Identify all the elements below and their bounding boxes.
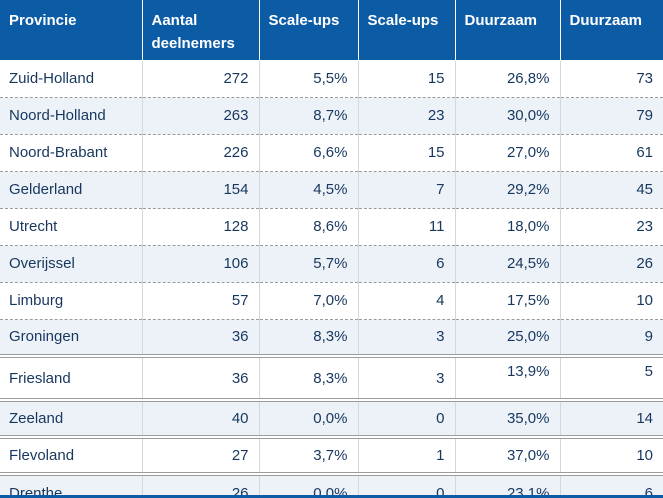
column-header-scaleups-pct: Scale-ups: [259, 0, 359, 61]
cell-duurzaam-count: 61: [560, 133, 663, 171]
cell-province: Zuid-Holland: [0, 59, 143, 97]
table-row-flevoland: Flevoland 27 3,7% 1 37,0% 10: [0, 435, 663, 474]
cell-duurzaam-count: 9: [560, 318, 663, 356]
cell-aantal: 57: [142, 281, 260, 319]
cell-duurzaam-count: 14: [560, 398, 663, 437]
cell-aantal: 36: [142, 354, 260, 400]
column-header-provincie: Provincie: [0, 0, 143, 61]
cell-duurzaam-count: 45: [560, 170, 663, 208]
column-header-aantal-deelnemers: Aantal deelnemers: [142, 0, 260, 61]
cell-duurzaam-pct: 23,1%: [455, 472, 561, 498]
cell-duurzaam-pct: 24,5%: [455, 244, 561, 282]
cell-province: Flevoland: [0, 435, 143, 474]
cell-scaleups-pct: 8,3%: [259, 354, 359, 400]
cell-scaleups-count: 15: [358, 59, 456, 97]
cell-aantal: 27: [142, 435, 260, 474]
table-row-zeeland: Zeeland 40 0,0% 0 35,0% 14: [0, 398, 663, 437]
cell-duurzaam-count: 6: [560, 472, 663, 498]
cell-duurzaam-pct: 35,0%: [455, 398, 561, 437]
cell-scaleups-pct: 7,0%: [259, 281, 359, 319]
cell-province: Overijssel: [0, 244, 143, 282]
cell-aantal: 106: [142, 244, 260, 282]
cell-scaleups-count: 1: [358, 435, 456, 474]
cell-scaleups-count: 23: [358, 96, 456, 134]
cell-duurzaam-pct: 29,2%: [455, 170, 561, 208]
table-row-overijssel: Overijssel 106 5,7% 6 24,5% 26: [0, 244, 663, 282]
table-row-groningen: Groningen 36 8,3% 3 25,0% 9: [0, 318, 663, 356]
next-section-top-edge: [0, 495, 663, 498]
cell-province: Noord-Brabant: [0, 133, 143, 171]
cell-aantal: 26: [142, 472, 260, 498]
column-header-scaleups-count: Scale-ups: [358, 0, 456, 61]
cell-province: Friesland: [0, 354, 143, 400]
header-row: Provincie Aantal deelnemers Scale-ups Sc…: [0, 0, 663, 61]
table-row-friesland: Friesland 36 8,3% 3 13,9% 5: [0, 354, 663, 400]
cell-duurzaam-pct: 27,0%: [455, 133, 561, 171]
column-header-duurzaam-pct: Duurzaam: [455, 0, 561, 61]
cell-aantal: 154: [142, 170, 260, 208]
cell-scaleups-pct: 4,5%: [259, 170, 359, 208]
cell-scaleups-pct: 3,7%: [259, 435, 359, 474]
cell-scaleups-count: 7: [358, 170, 456, 208]
cell-duurzaam-count: 23: [560, 207, 663, 245]
cell-aantal: 263: [142, 96, 260, 134]
cell-duurzaam-count: 10: [560, 281, 663, 319]
cell-aantal: 36: [142, 318, 260, 356]
cell-duurzaam-pct: 18,0%: [455, 207, 561, 245]
cell-scaleups-count: 6: [358, 244, 456, 282]
cell-duurzaam-count: 26: [560, 244, 663, 282]
cell-scaleups-count: 0: [358, 398, 456, 437]
table-row-utrecht: Utrecht 128 8,6% 11 18,0% 23: [0, 207, 663, 245]
column-header-duurzaam-count: Duurzaam: [560, 0, 663, 61]
cell-province: Zeeland: [0, 398, 143, 437]
table-row-drenthe: Drenthe 26 0,0% 0 23,1% 6: [0, 472, 663, 498]
cell-scaleups-pct: 8,6%: [259, 207, 359, 245]
cell-scaleups-pct: 6,6%: [259, 133, 359, 171]
cell-scaleups-pct: 0,0%: [259, 472, 359, 498]
cell-province: Gelderland: [0, 170, 143, 208]
cell-province: Utrecht: [0, 207, 143, 245]
cell-scaleups-count: 4: [358, 281, 456, 319]
table-row-noord-holland: Noord-Holland 263 8,7% 23 30,0% 79: [0, 96, 663, 134]
cell-scaleups-count: 11: [358, 207, 456, 245]
cell-duurzaam-count: 73: [560, 59, 663, 97]
cell-duurzaam-pct: 37,0%: [455, 435, 561, 474]
cell-province: Groningen: [0, 318, 143, 356]
cell-scaleups-pct: 8,3%: [259, 318, 359, 356]
cell-duurzaam-pct: 26,8%: [455, 59, 561, 97]
cell-scaleups-count: 15: [358, 133, 456, 171]
cell-scaleups-count: 3: [358, 354, 456, 400]
cell-aantal: 226: [142, 133, 260, 171]
cell-province: Drenthe: [0, 472, 143, 498]
table-row-zuid-holland: Zuid-Holland 272 5,5% 15 26,8% 73: [0, 59, 663, 97]
cell-duurzaam-pct: 30,0%: [455, 96, 561, 134]
cell-province: Limburg: [0, 281, 143, 319]
cell-duurzaam-pct: 25,0%: [455, 318, 561, 356]
cell-scaleups-pct: 8,7%: [259, 96, 359, 134]
cell-province: Noord-Holland: [0, 96, 143, 134]
cell-scaleups-count: 0: [358, 472, 456, 498]
cell-scaleups-pct: 5,5%: [259, 59, 359, 97]
cell-aantal: 272: [142, 59, 260, 97]
table-row-gelderland: Gelderland 154 4,5% 7 29,2% 45: [0, 170, 663, 208]
cell-duurzaam-count: 79: [560, 96, 663, 134]
cell-duurzaam-count: 10: [560, 435, 663, 474]
table-row-noord-brabant: Noord-Brabant 226 6,6% 15 27,0% 61: [0, 133, 663, 171]
cell-aantal: 40: [142, 398, 260, 437]
cell-duurzaam-count: 5: [560, 354, 663, 400]
cell-scaleups-count: 3: [358, 318, 456, 356]
cell-scaleups-pct: 5,7%: [259, 244, 359, 282]
table-row-limburg: Limburg 57 7,0% 4 17,5% 10: [0, 281, 663, 319]
cell-scaleups-pct: 0,0%: [259, 398, 359, 437]
cell-duurzaam-pct: 17,5%: [455, 281, 561, 319]
cell-duurzaam-pct: 13,9%: [455, 354, 561, 400]
cell-aantal: 128: [142, 207, 260, 245]
